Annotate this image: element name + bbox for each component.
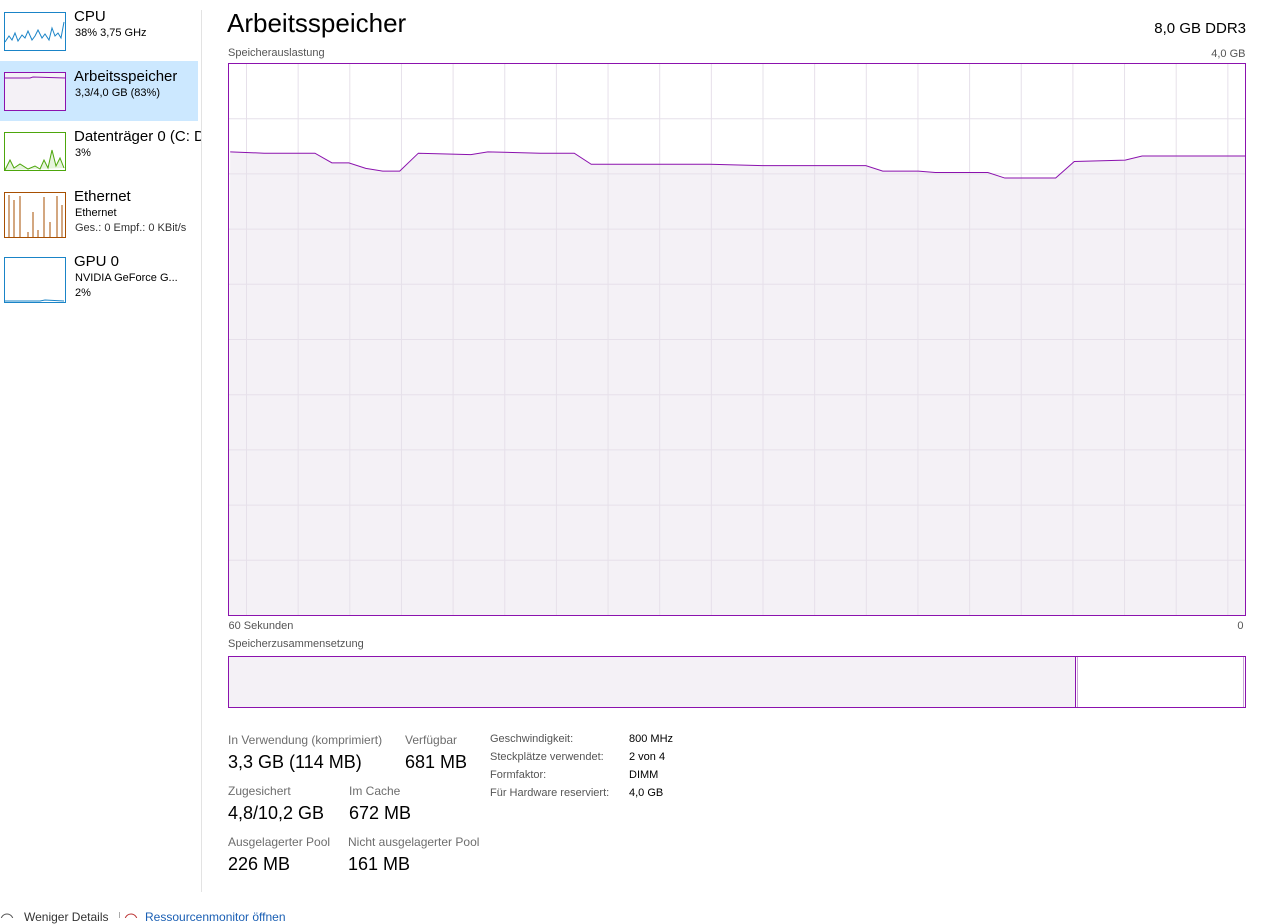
stat-label: Nicht ausgelagerter Pool: [348, 835, 480, 849]
x-tick-label: 60 Sekunden: [229, 620, 294, 632]
thumb-cpu: [4, 12, 66, 51]
stat-value: 161 MB: [348, 854, 411, 874]
item-detail: 2%: [75, 287, 91, 299]
x-tick-label: 0: [1237, 620, 1243, 632]
item-detail: 38% 3,75 GHz: [75, 27, 147, 39]
item-name: GPU 0: [74, 253, 120, 270]
item-detail: Ethernet: [75, 207, 117, 219]
detail-value: 2 von 4: [629, 751, 666, 763]
composition-bar: [228, 656, 1246, 708]
detail-value: 4,0 GB: [629, 787, 664, 799]
item-detail: 3%: [75, 147, 91, 159]
thumb-gpu: [4, 257, 66, 303]
detail-value: 800 MHz: [629, 733, 674, 745]
less-details[interactable]: Weniger Details: [24, 910, 109, 924]
graph-label: Speicherauslastung: [228, 47, 325, 59]
item-detail: Ges.: 0 Empf.: 0 KBit/s: [75, 222, 187, 234]
item-detail: NVIDIA GeForce G...: [75, 272, 178, 284]
stat-label: Verfügbar: [405, 733, 458, 747]
item-name: CPU: [74, 8, 106, 25]
thumb-ethernet: [4, 192, 66, 238]
detail-label: Geschwindigkeit:: [490, 733, 574, 745]
thumb-disk: [4, 132, 66, 171]
detail-label: Steckplätze verwendet:: [490, 751, 604, 763]
page-title: Arbeitsspeicher: [227, 8, 407, 38]
stat-value: 226 MB: [228, 854, 291, 874]
stat-label: Zugesichert: [228, 784, 291, 798]
plot: 4,0 GB 60 Sekunden 0: [228, 48, 1246, 632]
detail-label: Formfaktor:: [490, 769, 547, 781]
in-use-segment: [229, 657, 1075, 707]
item-detail: 3,3/4,0 GB (83%): [75, 87, 160, 99]
detail-label: Für Hardware reserviert:: [490, 787, 610, 799]
stat-label: In Verwendung (komprimiert): [228, 733, 383, 747]
stat-label: Ausgelagerter Pool: [228, 835, 331, 849]
detail-value: DIMM: [629, 769, 659, 781]
item-name: Arbeitsspeicher: [74, 68, 178, 85]
less-icon[interactable]: [0, 913, 14, 918]
capacity: 8,0 GB DDR3: [1154, 20, 1246, 37]
usage-line: [230, 151, 1246, 179]
stat-value: 672 MB: [349, 803, 412, 823]
item-name: Datenträger 0 (C: D: [74, 128, 201, 145]
y-tick-label: 4,0 GB: [1211, 48, 1245, 60]
usage-area: [228, 151, 1246, 616]
stat-value: 4,8/10,2 GB: [228, 803, 325, 823]
composition-label: Speicherzusammensetzung: [228, 638, 364, 650]
stat-label: Im Cache: [349, 784, 401, 798]
thumb-memory: [4, 72, 66, 111]
stat-value: 681 MB: [405, 752, 468, 772]
resource-monitor-link[interactable]: Ressourcenmonitor öffnen: [145, 910, 286, 924]
item-name: Ethernet: [74, 188, 131, 205]
monitor-icon[interactable]: [124, 913, 138, 918]
plot-border: [228, 63, 1246, 616]
stat-value: 3,3 GB (114 MB): [228, 752, 362, 772]
